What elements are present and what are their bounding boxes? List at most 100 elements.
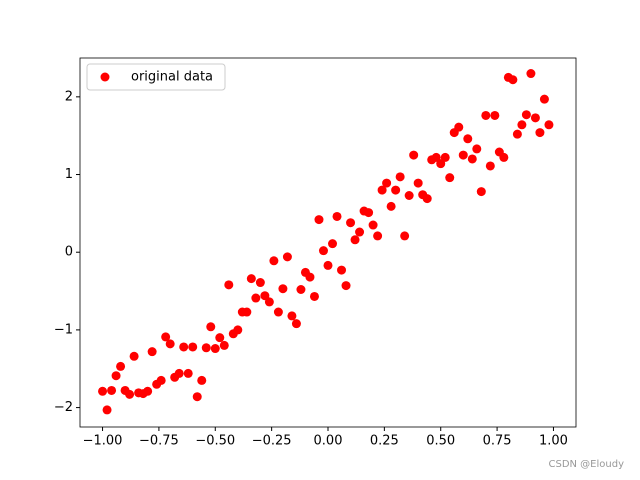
point	[521, 110, 531, 120]
point	[219, 340, 229, 350]
point	[337, 265, 347, 275]
point	[463, 134, 473, 144]
point	[436, 159, 446, 169]
point	[224, 280, 234, 290]
point	[382, 178, 392, 188]
point	[499, 152, 509, 162]
point	[485, 161, 495, 171]
point	[467, 154, 477, 164]
point	[318, 246, 328, 256]
point	[246, 274, 256, 284]
point	[346, 218, 356, 228]
point	[156, 375, 166, 385]
legend-label: original data	[131, 70, 213, 85]
point	[255, 278, 265, 288]
point	[476, 187, 486, 197]
point	[269, 256, 279, 266]
point	[544, 120, 554, 130]
point	[98, 386, 108, 396]
x-tick-label: −0.50	[195, 434, 235, 449]
point	[535, 128, 545, 138]
point	[409, 150, 419, 160]
point	[373, 231, 383, 241]
point	[413, 178, 423, 188]
point	[116, 361, 126, 371]
point	[161, 332, 171, 342]
point	[350, 235, 360, 245]
point	[192, 392, 202, 402]
y-tick-label: 0	[65, 245, 73, 260]
point	[210, 344, 220, 354]
point	[296, 284, 306, 294]
point	[431, 152, 441, 162]
point	[328, 239, 338, 249]
point	[530, 113, 540, 123]
x-tick-label: 1.00	[539, 434, 568, 449]
point	[264, 297, 274, 307]
point	[129, 351, 139, 361]
point	[539, 94, 549, 104]
point	[364, 208, 374, 218]
point	[395, 172, 405, 182]
point	[183, 368, 193, 378]
y-tick-label: 1	[65, 167, 73, 182]
x-tick-label: 0.75	[483, 434, 512, 449]
x-tick-label: 0.25	[370, 434, 399, 449]
point	[472, 144, 482, 154]
point	[143, 386, 153, 396]
point	[291, 319, 301, 329]
point	[386, 201, 396, 211]
x-tick-label: −0.75	[139, 434, 179, 449]
point	[454, 122, 464, 132]
point	[440, 152, 450, 162]
point	[242, 307, 252, 317]
x-tick-label: 0.50	[426, 434, 455, 449]
plot-frame	[79, 57, 577, 428]
point	[125, 389, 135, 399]
point	[179, 342, 189, 352]
y-tick-label: 2	[65, 89, 73, 104]
point	[526, 69, 536, 79]
point	[282, 252, 292, 262]
point	[102, 405, 112, 415]
point	[309, 291, 319, 301]
y-tick-label: −1	[54, 322, 73, 337]
point	[445, 173, 455, 183]
point	[341, 281, 351, 291]
point	[490, 110, 500, 120]
point	[273, 307, 283, 317]
y-tick-label: −2	[54, 400, 73, 415]
point	[215, 333, 225, 343]
point	[206, 322, 216, 332]
point	[332, 211, 342, 221]
point	[233, 325, 243, 335]
point	[314, 215, 324, 225]
point	[368, 220, 378, 230]
point	[377, 185, 387, 195]
watermark: CSDN @Eloudy	[548, 459, 624, 470]
point	[107, 385, 117, 395]
point	[174, 368, 184, 378]
point	[391, 185, 401, 195]
point	[512, 129, 522, 139]
legend-box	[86, 63, 226, 91]
legend-marker	[100, 72, 110, 82]
point	[201, 343, 211, 353]
point	[508, 75, 518, 85]
point	[165, 339, 175, 349]
point	[458, 150, 468, 160]
x-tick-label: −1.00	[83, 434, 123, 449]
point	[355, 227, 365, 237]
point	[400, 231, 410, 241]
point	[251, 293, 261, 303]
point	[188, 342, 198, 352]
point	[517, 120, 527, 130]
point	[404, 191, 414, 201]
point	[147, 347, 157, 357]
point	[305, 272, 315, 282]
point	[481, 110, 491, 120]
x-tick-label: −0.25	[252, 434, 292, 449]
point	[111, 371, 121, 381]
point	[323, 260, 333, 270]
